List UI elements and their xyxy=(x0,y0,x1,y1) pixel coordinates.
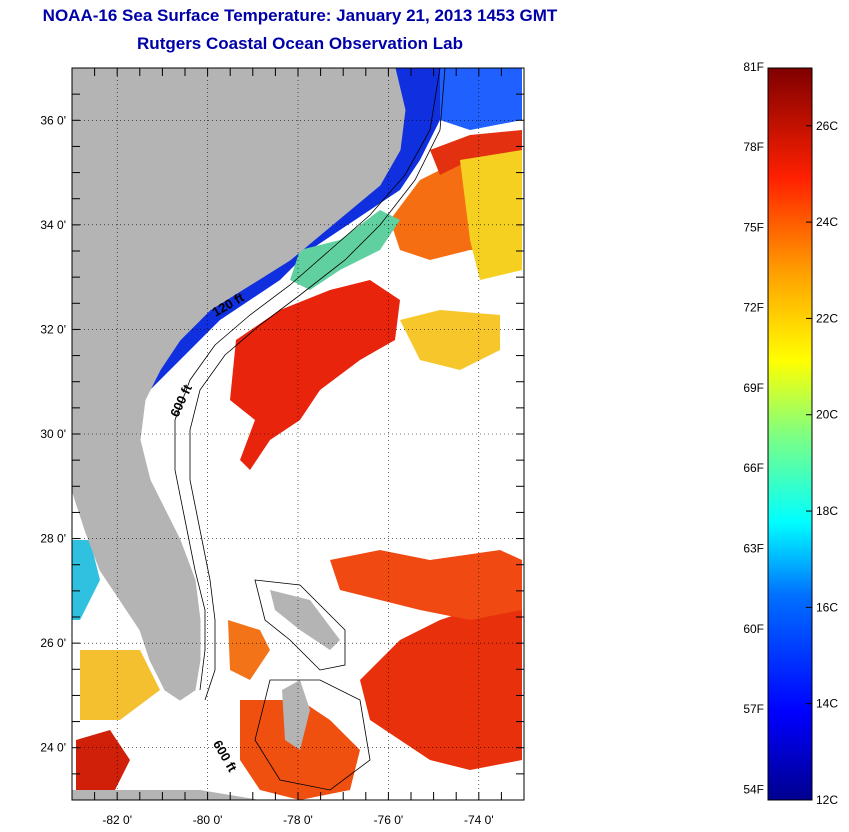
sst-west-cyan xyxy=(72,540,100,620)
colorbar-f-label: 72F xyxy=(743,301,764,315)
colorbar-c-label: 18C xyxy=(816,504,838,518)
sst-cold-shelf-north xyxy=(150,68,440,390)
colorbar-f-label: 78F xyxy=(743,140,764,154)
map-axis-ticks: -82 0' -80 0' -78 0' -76 0' -74 0' 36 0' 34 0'… xyxy=(40,67,525,827)
colorbar-f-label: 81F xyxy=(743,60,764,74)
land-bahamas-north xyxy=(270,590,340,650)
colorbar-f-label: 60F xyxy=(743,622,764,636)
sst-cold-offshore-north xyxy=(440,68,522,130)
sst-offshore-yellow-mid xyxy=(400,310,500,370)
sst-bahamas-orange xyxy=(330,550,522,620)
colorbar-c-label: 26C xyxy=(816,119,838,133)
colorbar-f-label: 63F xyxy=(743,542,764,556)
colorbar-f-label: 57F xyxy=(743,702,764,716)
x-tick-label: -80 0' xyxy=(193,813,223,827)
y-tick-label: 34 0' xyxy=(40,218,66,232)
contour-bahamas xyxy=(254,579,346,671)
y-tick-label: 30 0' xyxy=(40,427,66,441)
y-tick-label: 36 0' xyxy=(40,113,66,127)
colorbar-labels: 81F 78F 75F 72F 69F 66F 63F 60F 57F 54F 26C 24C 22C 2… xyxy=(743,60,838,807)
bathymetry-contours xyxy=(174,68,446,791)
colorbar-f-label: 66F xyxy=(743,461,764,475)
x-tick-label: -78 0' xyxy=(283,813,313,827)
colorbar-f-label: 69F xyxy=(743,381,764,395)
colorbar-c-label: 14C xyxy=(816,697,838,711)
colorbar-c-label: 24C xyxy=(816,215,838,229)
contour-600ft xyxy=(189,68,446,701)
map-title: NOAA-16 Sea Surface Temperature: January… xyxy=(42,6,558,25)
land-cuba xyxy=(72,790,260,800)
colorbar-c-label: 16C xyxy=(816,600,838,614)
sst-warm-gulfstream xyxy=(230,280,400,470)
land-us-southeast xyxy=(72,68,406,701)
colorbar-f-label: 75F xyxy=(743,220,764,234)
map-subtitle: Rutgers Coastal Ocean Observation Lab xyxy=(137,34,463,53)
land-layer xyxy=(72,68,406,800)
y-tick-label: 24 0' xyxy=(40,741,66,755)
sst-offshore-yellow xyxy=(460,150,522,280)
sst-florida-keys xyxy=(80,650,160,720)
contour-120ft xyxy=(174,68,441,691)
y-tick-label: 28 0' xyxy=(40,532,66,546)
colorbar-c-label: 12C xyxy=(816,793,838,807)
land-bahamas-andros xyxy=(282,680,310,750)
x-tick-label: -74 0' xyxy=(464,813,494,827)
colorbar-c-label: 22C xyxy=(816,311,838,325)
sst-south-red xyxy=(360,600,522,770)
sst-offshore-red-north xyxy=(430,130,522,175)
x-tick-label: -76 0' xyxy=(374,813,404,827)
y-tick-label: 32 0' xyxy=(40,322,66,336)
map-gridlines xyxy=(72,68,524,800)
y-tick-label: 26 0' xyxy=(40,636,66,650)
sst-scatter-orange xyxy=(228,620,270,680)
x-tick-label: -82 0' xyxy=(102,813,132,827)
sst-layer xyxy=(72,68,522,800)
sst-green-shelf xyxy=(290,210,400,290)
colorbar-scale xyxy=(767,67,813,801)
colorbar-c-label: 20C xyxy=(816,408,838,422)
contour-bahamas-south xyxy=(254,679,371,791)
colorbar-f-label: 54F xyxy=(743,782,764,796)
